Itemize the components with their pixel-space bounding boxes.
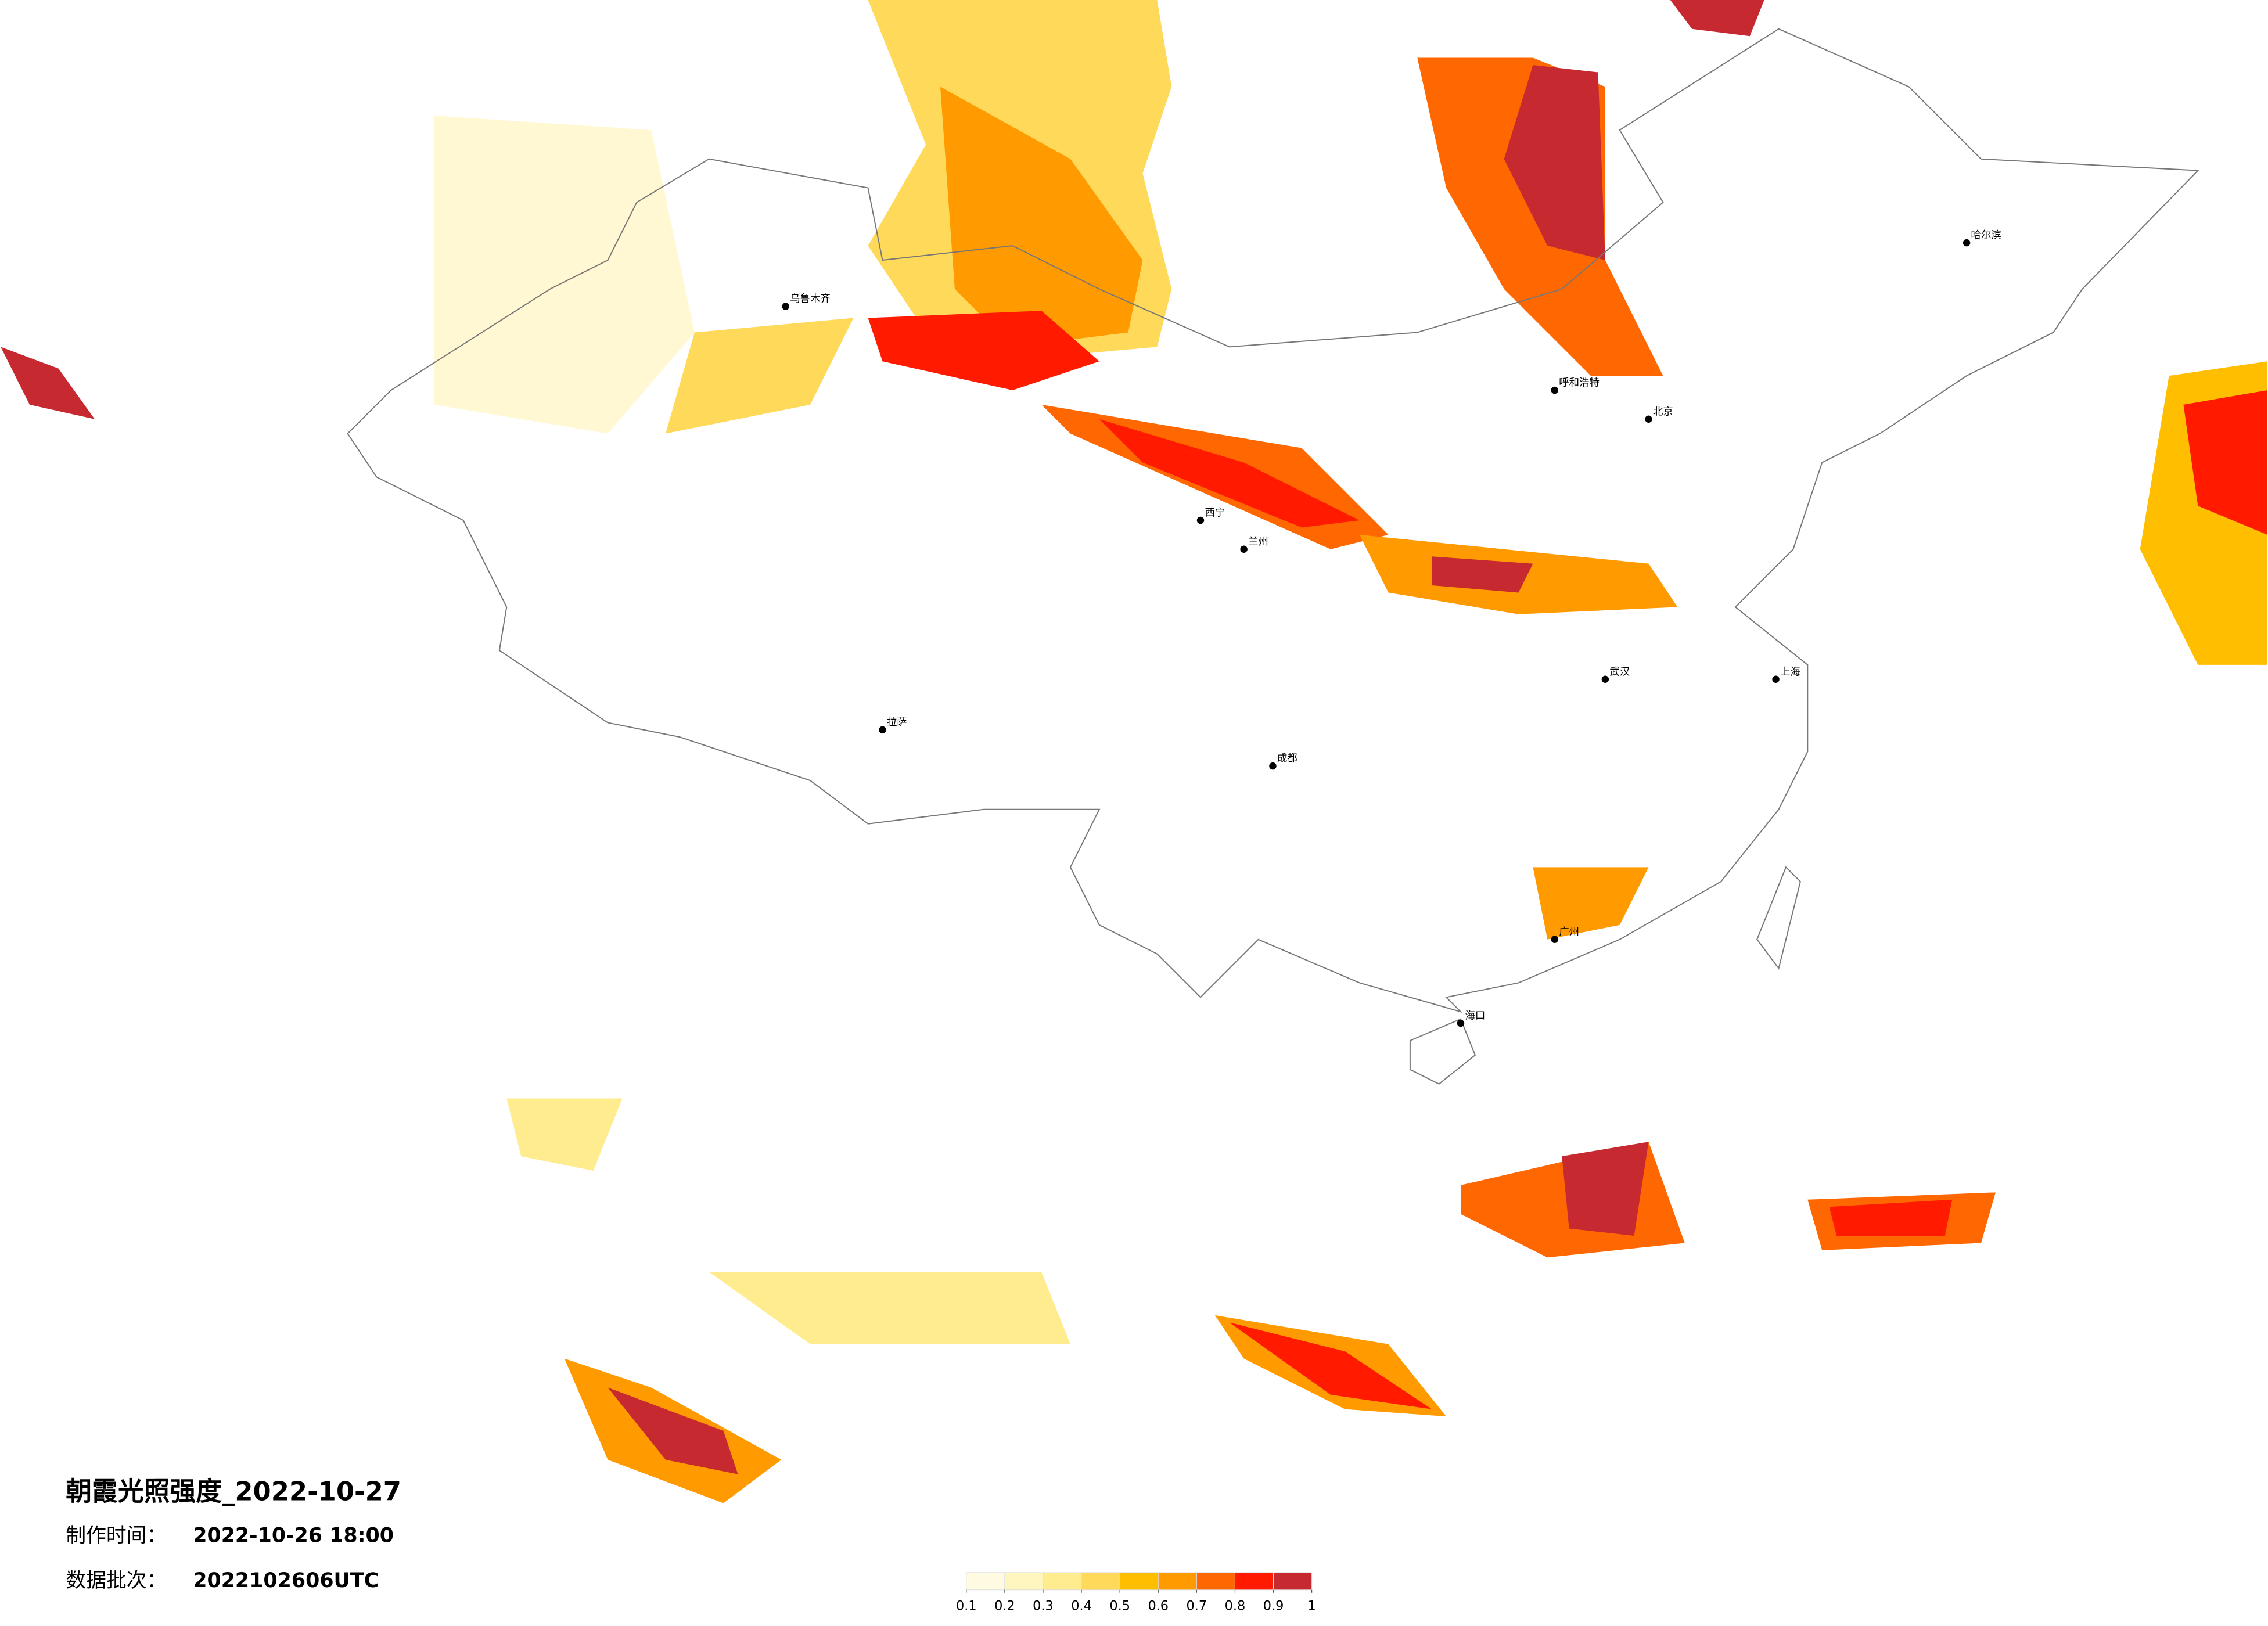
map-title: 朝霞光照强度_2022-10-27 xyxy=(66,1476,401,1506)
city-label: 广州 xyxy=(1559,926,1579,938)
city-dot xyxy=(1240,545,1248,553)
legend-tick-label: 0.5 xyxy=(1109,1599,1130,1614)
city-dot xyxy=(1551,936,1558,943)
city-dot xyxy=(1269,762,1277,770)
city-dot xyxy=(1772,675,1780,683)
legend-tick-label: 1 xyxy=(1308,1599,1316,1614)
batch-value: 2022102606UTC xyxy=(193,1569,379,1592)
heat-patches xyxy=(1,0,2267,1503)
legend-swatch xyxy=(1196,1572,1235,1591)
legend-swatch xyxy=(1158,1572,1197,1591)
china-outline xyxy=(347,28,2199,1013)
city-label: 成都 xyxy=(1277,753,1297,765)
legend: 0.1 0.2 0.3 0.4 0.5 0.6 0.7 0.8 0.9 1 xyxy=(956,1572,1316,1614)
city-label: 海口 xyxy=(1465,1010,1485,1022)
batch-label: 数据批次： xyxy=(66,1569,167,1592)
city-dot xyxy=(879,726,886,734)
city-label: 西宁 xyxy=(1205,508,1225,519)
city-dot xyxy=(1645,415,1652,423)
made-time-label: 制作时间： xyxy=(66,1524,167,1548)
city-label: 乌鲁木齐 xyxy=(790,293,831,305)
legend-tick-label: 0.3 xyxy=(1033,1599,1054,1614)
legend-swatch xyxy=(1004,1572,1044,1591)
city-dot xyxy=(1963,239,1971,247)
legend-tick-label: 0.1 xyxy=(956,1599,977,1614)
city-dot xyxy=(1601,675,1609,683)
legend-tick-label: 0.6 xyxy=(1148,1599,1169,1614)
legend-tick-label: 0.7 xyxy=(1187,1599,1207,1614)
legend-tick-label: 0.4 xyxy=(1071,1599,1092,1614)
made-time-value: 2022-10-26 18:00 xyxy=(193,1524,394,1548)
taiwan xyxy=(1756,866,1801,970)
city-label: 哈尔滨 xyxy=(1971,230,2001,242)
legend-swatch xyxy=(1234,1572,1274,1591)
legend-swatch xyxy=(966,1572,1005,1591)
city-dot xyxy=(1196,516,1205,524)
legend-tick-label: 0.8 xyxy=(1225,1599,1246,1614)
legend-swatch xyxy=(1119,1572,1159,1591)
city-dot xyxy=(782,303,789,310)
city-label: 呼和浩特 xyxy=(1559,377,1600,389)
legend-tick-label: 0.2 xyxy=(994,1599,1015,1614)
city-label: 上海 xyxy=(1780,666,1800,678)
city-dot xyxy=(1551,386,1558,394)
legend-swatch xyxy=(1081,1572,1120,1591)
legend-swatch xyxy=(1273,1572,1313,1591)
city-label: 拉萨 xyxy=(887,717,907,728)
city-label: 武汉 xyxy=(1609,666,1630,678)
legend-tick-label: 0.9 xyxy=(1263,1599,1284,1614)
hainan xyxy=(1409,1018,1476,1085)
city-label: 兰州 xyxy=(1248,536,1268,548)
city-label: 北京 xyxy=(1653,406,1673,418)
legend-swatch xyxy=(1043,1572,1082,1591)
city-dot xyxy=(1457,1019,1465,1027)
